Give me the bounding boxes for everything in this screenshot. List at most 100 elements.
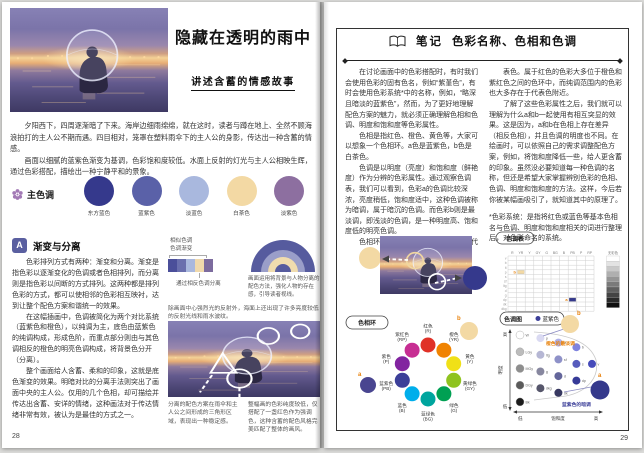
section-paragraph: 整个画面给人含蓄、柔和的印象，这就是底色渐变的效果。明暗对比的分离手法则突出了画… — [12, 368, 159, 419]
note-title: 色彩名称、色相和色调 — [452, 36, 577, 48]
section-header: A 渐变与分离 — [12, 238, 81, 253]
svg-text:RP: RP — [587, 251, 592, 255]
svg-text:饱和度: 饱和度 — [551, 415, 565, 422]
svg-text:b: b — [457, 316, 461, 322]
svg-text:W: W — [526, 334, 530, 338]
svg-text:色相环: 色相环 — [358, 319, 376, 327]
svg-text:Bk: Bk — [526, 400, 530, 404]
svg-text:sf: sf — [504, 280, 507, 284]
palette-color-label: 淡蓝色 — [185, 211, 203, 217]
hue-wheel-svg: 色相环 红色(R) 橙色(YR) 黄色(Y) 黄绿色(GY) 绿色(G) 蓝绿色(BG) 蓝色… — [345, 315, 478, 422]
tone-strip-bottom-label: 通过相反色调分离 — [176, 281, 221, 288]
svg-text:无彩色: 无彩色 — [608, 250, 619, 255]
palette-color-label: 白茶色 — [233, 211, 250, 217]
section-title: 渐变与分离 — [33, 241, 81, 253]
svg-text:橙色的最淡调: 橙色的最淡调 — [546, 340, 575, 347]
svg-text:红色(R): 红色(R) — [423, 323, 433, 334]
svg-text:蓝紫色(PB): 蓝紫色(PB) — [379, 380, 393, 391]
strip-swatch — [168, 259, 177, 273]
left-page: 隐藏在透明的雨中 讲述含蓄的情感故事 夕阳西下，四周逐渐暗了下来。海岸边细雨绵绵… — [2, 2, 320, 448]
tick-shape — [199, 273, 200, 279]
rings-shape — [251, 240, 315, 272]
svg-text:a: a — [565, 297, 568, 302]
page-subtitle: 讲述含蓄的情感故事 — [168, 72, 318, 92]
section-body: 色彩排列方式有两种：渐变和分离。渐变是指色彩以逐渐变化的色调或者色相排列，而分离… — [12, 258, 161, 422]
svg-text:紫色(P): 紫色(P) — [382, 353, 392, 364]
section-paragraph: 色彩排列方式有两种：渐变和分离。渐变是指色彩以逐渐变化的色调或者色相排列，而分离… — [12, 259, 159, 310]
svg-text:lt: lt — [564, 341, 566, 345]
svg-text:P: P — [580, 251, 583, 255]
intro-paragraph: 画面以细腻的蓝紫色渐变为基调，色彩饱和度较低。水面上反射的灯光与主人公相映生辉，… — [10, 155, 312, 177]
annotated-illustration — [168, 321, 320, 397]
palette-color-circle — [131, 176, 162, 206]
note-column-2: 表色。属于红色的色彩大多位于橙色和紫红色之间的色环中，而纯调范围内的色彩也大多存… — [489, 68, 622, 249]
palette-color: 淡蓝色 — [173, 176, 215, 217]
svg-text:R: R — [511, 251, 514, 255]
thumbnail-illustration — [380, 236, 472, 294]
svg-text:LGy: LGy — [526, 350, 533, 354]
palette-color: 淡紫色 — [268, 176, 310, 217]
figure-caption-right: 整幅画的色彩纯度较低，仅搭配了一盏红色作为强调色，这种含蓄的配色风格完美匹配了整… — [248, 402, 318, 434]
svg-text:YR: YR — [519, 251, 524, 255]
svg-text:b: b — [514, 270, 517, 275]
svg-text:g: g — [505, 293, 507, 297]
strip-swatch — [186, 259, 195, 273]
svg-text:dkg: dkg — [546, 387, 552, 391]
svg-text:p: p — [546, 337, 548, 341]
header-rule — [344, 60, 621, 61]
illustration-scene — [380, 236, 472, 294]
color-a-dot — [463, 266, 487, 290]
page-title: 隐藏在透明的雨中 — [174, 30, 311, 47]
palette-color-label: 淡紫色 — [280, 211, 298, 217]
book-icon — [389, 35, 406, 47]
section-paragraph: 在这幅插画中，色调被简化为两个对比系统（蓝紫色和橙色），以纯调为主，底色由蓝紫色… — [12, 313, 159, 365]
page-number-left: 28 — [12, 433, 20, 440]
svg-text:dk: dk — [503, 303, 507, 307]
annotation-arrows — [382, 255, 462, 284]
svg-text:G: G — [545, 251, 548, 255]
rings-caption: 画面运用将背景与人物分离的配色方法，强化人物的存在感，引导读者视线。 — [248, 276, 320, 298]
svg-text:BG: BG — [553, 251, 558, 255]
svg-text:蓝紫色: 蓝紫色 — [543, 315, 560, 323]
svg-text:p: p — [505, 270, 507, 274]
title-block: 隐藏在透明的雨中 讲述含蓄的情感故事 — [168, 28, 318, 92]
annotated-photo-caption: 除画面中心强烈光的反射外，海面上还出现了许多亮度较低的反射光线和雨水波纹。 — [168, 306, 319, 321]
svg-text:PB: PB — [570, 251, 575, 255]
umbrella-illustration — [10, 8, 168, 112]
svg-text:v: v — [505, 257, 507, 261]
svg-text:紫红色(RP): 紫红色(RP) — [395, 331, 409, 342]
svg-text:a: a — [358, 372, 362, 378]
main-palette-caption: 主色调 — [12, 188, 54, 201]
intro-text: 夕阳西下，四周逐渐暗了下来。海岸边细雨绵绵，就在这时，读者与蹲在地上、全然不顾海… — [10, 120, 312, 178]
note-badge: 笔记 — [416, 36, 443, 48]
svg-text:色调表: 色调表 — [506, 235, 525, 243]
note-column-1: 在讨论画面中的色彩搭配时，有时我们会使用色彩的固有色名，例如“紫堇色”，有时会使… — [345, 69, 478, 246]
intro-paragraph: 夕阳西下，四周逐渐暗了下来。海岸边细雨绵绵，就在这时，读者与蹲在地上、全然不顾海… — [10, 121, 312, 154]
figure-captions: 分离的配色方案在雨伞和主人公之间形成的三角形区域，表现出一种稳定感。 整幅画的色… — [168, 401, 321, 435]
svg-text:高: 高 — [594, 415, 599, 422]
palette-color: 白茶色 — [221, 176, 263, 217]
separation-rings-figure: 画面运用将背景与人物分离的配色方法，强化人物的存在感，引导读者视线。 — [248, 240, 320, 300]
strip-swatch — [204, 259, 213, 273]
svg-text:g: g — [546, 370, 548, 374]
svg-text:s: s — [505, 275, 507, 279]
svg-text:b: b — [577, 311, 581, 317]
tone-strip-figure: 相似色调 色调渐变 通过相反色调分离 — [168, 238, 280, 287]
palette-color-circle — [226, 176, 257, 206]
note-body-columns: 在讨论画面中的色彩搭配时，有时我们会使用色彩的固有色名，例如“紫堇色”，有时会使… — [345, 68, 622, 249]
svg-text:Y: Y — [528, 251, 531, 255]
palette-color: 东方蓝色 — [78, 176, 120, 217]
svg-text:黄色(Y): 黄色(Y) — [465, 353, 475, 364]
strip-swatch — [177, 259, 186, 273]
svg-text:GY: GY — [536, 251, 542, 255]
bracket-shape — [169, 255, 207, 259]
right-page: 笔记 色彩名称、色相和色调 在讨论画面中的色彩搭配时，有时我们会使用色彩的固有色… — [324, 2, 642, 448]
svg-text:dp: dp — [582, 379, 586, 383]
note-header: 笔记 色彩名称、色相和色调 — [336, 33, 629, 49]
figure-caption-left: 分离的配色方案在雨伞和主人公之间形成的三角形区域，表现出一种稳定感。 — [168, 402, 238, 425]
palette-color-circle — [84, 176, 114, 206]
tone-table-figure: 色调表 R YR Y GY G BG B PB P RP v b lt p s sf ltg d g dp dk dkg b a… — [492, 230, 628, 314]
svg-text:sf: sf — [564, 358, 567, 362]
